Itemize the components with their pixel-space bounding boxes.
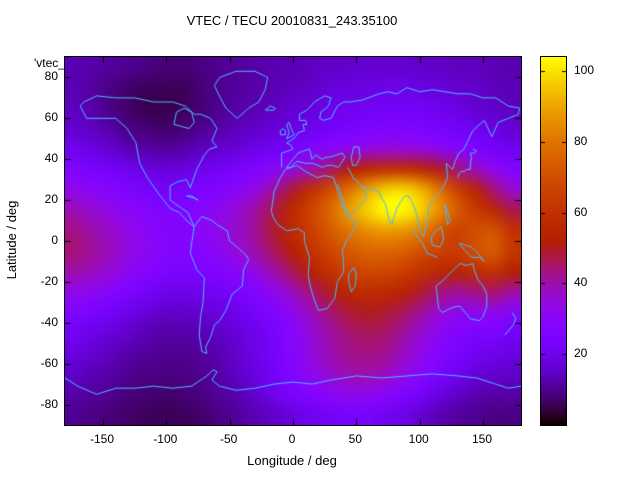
heatmap-canvas: [64, 56, 522, 426]
colorbar-tick-label: 60: [574, 204, 588, 219]
y-tick-label: 0: [51, 233, 58, 247]
x-tick-label: -100: [153, 432, 178, 446]
colorbar-tick-label: 100: [574, 63, 595, 78]
colorbar-tick-label: 40: [574, 275, 588, 290]
x-axis-label: Longitude / deg: [247, 453, 337, 468]
x-tick-label: 100: [408, 432, 429, 446]
colorbar-tick-label: 80: [574, 133, 588, 148]
x-tick-label: 150: [471, 432, 493, 446]
y-axis-label: Latitude / deg: [4, 200, 19, 280]
colorbar: [540, 56, 567, 426]
y-tick-label: 80: [44, 69, 58, 84]
x-tick-label: -50: [219, 432, 238, 446]
y-tick-label: 60: [44, 110, 58, 125]
y-tick-label: 20: [44, 192, 58, 207]
x-tick-label: 0: [288, 432, 296, 446]
y-tick-label: -60: [40, 355, 58, 370]
y-tick-label: -40: [40, 314, 58, 329]
y-tick-label: -20: [40, 273, 58, 288]
colorbar-tick-label: 20: [574, 346, 588, 361]
chart-title: VTEC / TECU 20010831_243.35100: [186, 13, 398, 28]
x-tick-label: -150: [89, 432, 115, 446]
y-tick-label: 40: [44, 151, 58, 166]
y-tick-label: -80: [40, 396, 58, 411]
x-tick-label: 50: [348, 432, 362, 446]
key-annotation: 'vtec_: [34, 56, 65, 70]
